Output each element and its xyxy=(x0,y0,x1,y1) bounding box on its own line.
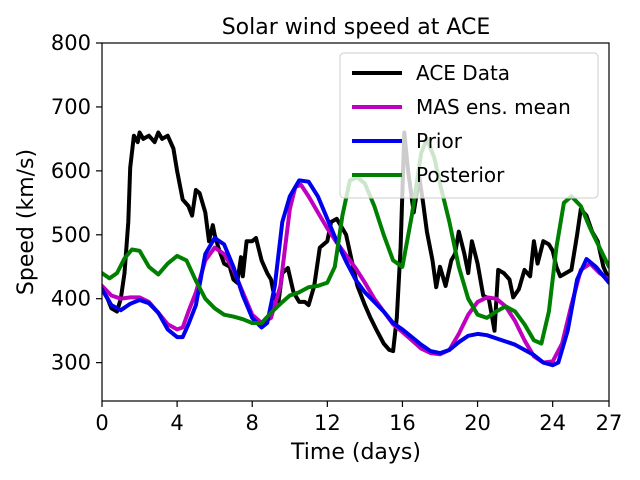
x-axis-ticks: 0 4 8 12 16 20 24 27 xyxy=(95,401,622,435)
legend-label-0: ACE Data xyxy=(416,61,510,85)
y-tick-label: 500 xyxy=(51,223,91,247)
x-tick-label: 12 xyxy=(314,411,341,435)
y-tick-label: 800 xyxy=(51,31,91,55)
y-axis-ticks: 300 400 500 600 700 800 xyxy=(51,31,102,375)
legend: ACE Data MAS ens. mean Prior Posterior xyxy=(339,52,599,199)
chart-title: Solar wind speed at ACE xyxy=(222,15,491,40)
series-line-1 xyxy=(102,182,609,365)
x-tick-label: 4 xyxy=(170,411,183,435)
x-tick-label: 16 xyxy=(389,411,416,435)
plot-area xyxy=(101,42,610,402)
y-axis-label: Speed (km/s) xyxy=(14,149,39,295)
series-line-2 xyxy=(102,178,609,368)
y-tick-label: 400 xyxy=(51,287,91,311)
legend-box xyxy=(339,52,599,199)
y-tick-label: 300 xyxy=(51,351,91,375)
x-tick-label: 20 xyxy=(464,411,491,435)
legend-label-2: Prior xyxy=(416,129,463,153)
y-tick-label: 600 xyxy=(51,159,91,183)
y-tick-label: 700 xyxy=(51,95,91,119)
legend-label-3: Posterior xyxy=(416,163,505,187)
x-axis-label: Time (days) xyxy=(290,440,421,465)
x-tick-label: 27 xyxy=(596,411,623,435)
x-tick-label: 8 xyxy=(246,411,259,435)
x-tick-label: 24 xyxy=(539,411,566,435)
plot-frame xyxy=(101,42,610,402)
legend-label-1: MAS ens. mean xyxy=(416,95,571,119)
x-tick-label: 0 xyxy=(95,411,108,435)
